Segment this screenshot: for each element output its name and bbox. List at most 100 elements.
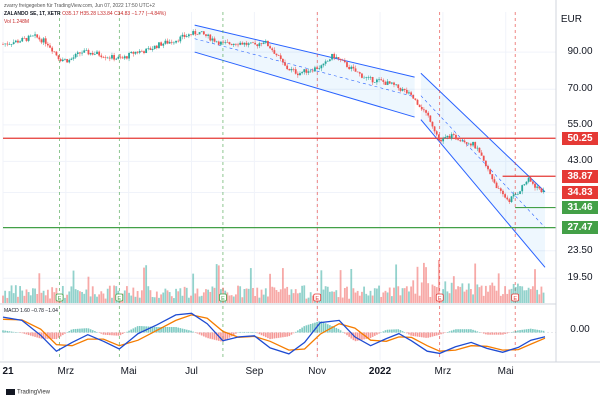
volume-bar [342,298,344,303]
volume-bar [395,264,397,303]
volume-bar [81,292,83,303]
macd-histogram-bar [487,333,489,335]
macd-histogram-bar [214,333,216,340]
macd-histogram-bar [109,333,111,336]
macd-histogram-bar [209,333,211,339]
volume-bar [353,288,355,303]
candle-body [376,80,378,83]
macd-histogram-bar [408,333,410,335]
volume-bar [205,289,207,303]
volume-bar [521,286,523,303]
candle-body [286,66,288,69]
candle-body [455,135,457,139]
macd-histogram-bar [30,333,32,336]
volume-bar [141,290,143,303]
candle-body [323,64,325,66]
macd-histogram-bar [9,331,11,332]
volume-bar [267,296,269,303]
candle-body [263,43,265,44]
volume-bar [109,286,111,303]
candle-body [244,43,246,45]
volume-bar [47,290,49,303]
macd-histogram-bar [474,331,476,333]
candle-body [543,190,545,192]
candle-body [333,54,335,58]
volume-bar [83,294,85,303]
macd-histogram-bar [53,333,55,340]
macd-histogram-bar [526,329,528,332]
candle-body [466,142,468,144]
macd-histogram-bar [451,331,453,333]
volume-bar [188,298,190,303]
volume-bar [92,286,94,303]
macd-histogram-bar [395,329,397,332]
candle-body [402,89,404,91]
candle-body [94,54,96,55]
volume-bar [201,296,203,303]
candle-body [513,194,515,196]
volume-bar [325,286,327,303]
macd-histogram-bar [73,329,75,332]
volume-bar [481,286,483,303]
volume-bar [197,289,199,303]
volume-bar [425,267,427,303]
y-tick-label: 23.50 [560,245,600,256]
candle-body [312,71,314,72]
volume-bar [404,288,406,303]
macd-histogram-bar [342,332,344,333]
candle-body [440,140,442,141]
macd-legend: MACD 1.60 −0.78 −1.04 [4,308,58,314]
macd-histogram-bar [137,326,139,332]
volume-bar [241,297,243,303]
price-tag-50-25: 50.25 [562,132,598,145]
macd-histogram-bar [491,333,493,335]
candle-body [504,194,506,197]
macd-histogram-bar [278,333,280,338]
candle-body [282,59,284,62]
volume-bar [103,294,105,303]
macd-histogram-bar [90,329,92,332]
candle-body [203,31,205,34]
volume-bar [100,291,102,303]
candle-body [184,35,186,37]
macd-histogram-bar [397,329,399,332]
candle-body [47,44,49,46]
candle-body [511,196,513,202]
volume-bar [485,286,487,303]
volume-bar [250,268,252,303]
candle-body [141,51,143,52]
macd-histogram-bar [224,333,226,341]
price-tag-27-47: 27.47 [562,221,598,234]
macd-histogram-bar [169,327,171,333]
candle-body [6,44,8,45]
candle-body [139,51,141,53]
volume-bar [64,298,66,303]
candle-body [338,57,340,59]
candle-body [143,51,145,53]
volume-bar [49,298,51,303]
candle-body [85,50,87,51]
volume-bar [132,288,134,303]
volume-bar [254,296,256,303]
candle-body [438,135,440,140]
volume-bar [77,290,79,303]
volume-bar [506,294,508,303]
channels [195,25,545,267]
volume-bar [66,295,68,303]
volume-bar [43,291,45,303]
macd-histogram-bar [498,333,500,335]
macd-histogram-bar [494,333,496,335]
macd-histogram-bar [521,330,523,333]
volume-bar [214,288,216,303]
macd-histogram-bar [94,331,96,332]
candle-body [158,42,160,48]
macd-histogram-bar [532,329,534,333]
volume-bar [500,296,502,303]
volume-bar [164,289,166,303]
macd-histogram-bar [442,333,444,334]
candle-body [246,43,248,45]
candle-body [103,57,105,58]
volume-bar [451,283,453,303]
candle-body [58,55,60,59]
